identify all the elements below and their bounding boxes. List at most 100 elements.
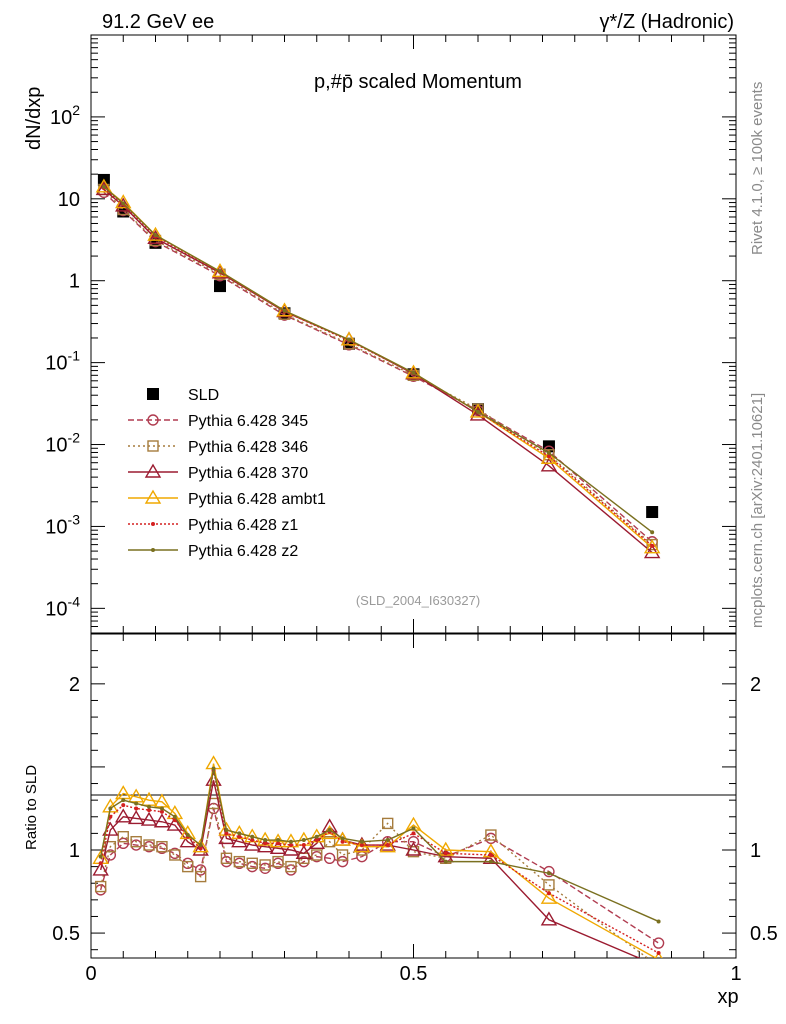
ratio-point bbox=[259, 859, 271, 871]
ratio-point bbox=[224, 828, 229, 833]
series-5 bbox=[101, 186, 655, 548]
ratio-point bbox=[98, 854, 103, 859]
ratio-line bbox=[99, 780, 641, 958]
ratio-point bbox=[272, 855, 284, 868]
series-line bbox=[103, 186, 653, 549]
ratio-point bbox=[198, 843, 203, 848]
legend-entry: Pythia 6.428 z1 bbox=[128, 517, 298, 534]
ratio-point bbox=[231, 833, 248, 848]
ratio-point bbox=[314, 834, 319, 839]
ratio-point bbox=[182, 860, 194, 873]
ratio-point bbox=[336, 855, 349, 868]
y-tick-label: 10-3 bbox=[45, 511, 80, 538]
ratio-point bbox=[117, 837, 129, 850]
y-tick-label: 10-1 bbox=[45, 348, 80, 375]
ratio-point bbox=[295, 844, 313, 860]
ratio-point bbox=[443, 859, 448, 864]
ratio-point bbox=[98, 861, 103, 866]
ratio-point bbox=[104, 840, 117, 853]
data-point bbox=[95, 181, 113, 196]
ratio-point bbox=[288, 843, 293, 848]
data-point bbox=[469, 403, 487, 418]
ratio-point bbox=[147, 804, 152, 809]
y-tick-label: 10-4 bbox=[45, 593, 80, 620]
data-point bbox=[282, 308, 287, 313]
ratio-point bbox=[194, 864, 207, 876]
data-point bbox=[405, 364, 422, 379]
ratio-point bbox=[340, 839, 345, 844]
x-tick-label: 0 bbox=[85, 963, 96, 985]
ratio-point bbox=[147, 808, 152, 813]
y-tick-label: 1 bbox=[69, 271, 80, 293]
ratio-point bbox=[336, 849, 349, 861]
ratio-point bbox=[276, 841, 281, 846]
ratio-point bbox=[543, 879, 555, 891]
legend: SLD Pythia 6.428 345 Pythia 6.428 346 Pythi… bbox=[128, 387, 326, 560]
y-axis-label: dN/dxp bbox=[23, 87, 45, 150]
data-point bbox=[546, 454, 551, 459]
ratio-point bbox=[656, 919, 661, 924]
mcplots-label: mcplots.cern.ch [arXiv:2401.10621] bbox=[749, 393, 766, 628]
ratio-y-tick-label-right: 0.5 bbox=[750, 923, 778, 945]
data-point bbox=[540, 457, 558, 472]
ratio-y-axis-label: Ratio to SLD bbox=[23, 765, 40, 850]
ratio-point bbox=[540, 889, 558, 904]
ratio-point bbox=[301, 843, 306, 848]
legend-label: SLD bbox=[188, 387, 219, 404]
ratio-point bbox=[359, 843, 364, 848]
data-point bbox=[476, 409, 480, 414]
x-tick-label: 0.5 bbox=[400, 963, 428, 985]
ratio-point bbox=[654, 961, 664, 971]
chart-title: p,#p̄ scaled Momentum bbox=[314, 71, 522, 93]
ratio-point bbox=[314, 838, 319, 843]
ratio-point bbox=[244, 836, 261, 851]
data-point bbox=[218, 269, 222, 274]
ratio-point bbox=[340, 836, 345, 841]
ratio-point bbox=[140, 811, 158, 826]
ratio-point bbox=[250, 838, 255, 843]
ratio-point bbox=[276, 838, 281, 843]
ratio-point bbox=[263, 838, 268, 843]
legend-marker bbox=[147, 440, 159, 452]
ratio-series-5 bbox=[98, 766, 661, 924]
ratio-point bbox=[411, 831, 416, 836]
data-point bbox=[650, 530, 655, 535]
ratio-y-tick-label-right: 1 bbox=[750, 840, 761, 862]
data-point bbox=[147, 226, 164, 241]
x-tick-label: 1 bbox=[730, 963, 741, 985]
legend-label: Pythia 6.428 346 bbox=[188, 439, 308, 456]
ratio-point bbox=[185, 833, 190, 838]
series-0 bbox=[97, 173, 659, 519]
ratio-point bbox=[485, 832, 497, 845]
ratio-point bbox=[382, 817, 394, 830]
ratio-series-2 bbox=[92, 771, 659, 958]
ratio-point bbox=[233, 855, 246, 868]
ratio-point bbox=[301, 838, 306, 843]
ratio-point bbox=[121, 798, 126, 803]
ratio-y-tick-label: 2 bbox=[69, 674, 80, 696]
legend-entry: Pythia 6.428 345 bbox=[128, 413, 308, 430]
ratio-point bbox=[323, 835, 336, 848]
legend-marker bbox=[147, 388, 159, 400]
ratio-point bbox=[488, 852, 493, 857]
ratio-point bbox=[169, 849, 181, 861]
legend-label: Pythia 6.428 z2 bbox=[188, 543, 298, 560]
series-4 bbox=[95, 178, 661, 554]
ratio-point bbox=[282, 841, 300, 856]
ratio-point bbox=[405, 841, 422, 856]
ratio-point bbox=[288, 839, 293, 844]
ratio-point bbox=[311, 849, 323, 861]
legend-marker bbox=[151, 548, 155, 552]
ratio-point bbox=[198, 846, 203, 851]
ratio-point bbox=[220, 852, 233, 865]
legend-entry: Pythia 6.428 z2 bbox=[128, 543, 298, 560]
ratio-point bbox=[224, 831, 229, 836]
ratio-point bbox=[656, 951, 661, 956]
ratio-point bbox=[658, 957, 659, 958]
legend-marker bbox=[144, 463, 162, 478]
series-line bbox=[103, 188, 653, 554]
ratio-point bbox=[263, 841, 268, 846]
ratio-point bbox=[130, 835, 142, 848]
ratio-point bbox=[159, 806, 164, 811]
